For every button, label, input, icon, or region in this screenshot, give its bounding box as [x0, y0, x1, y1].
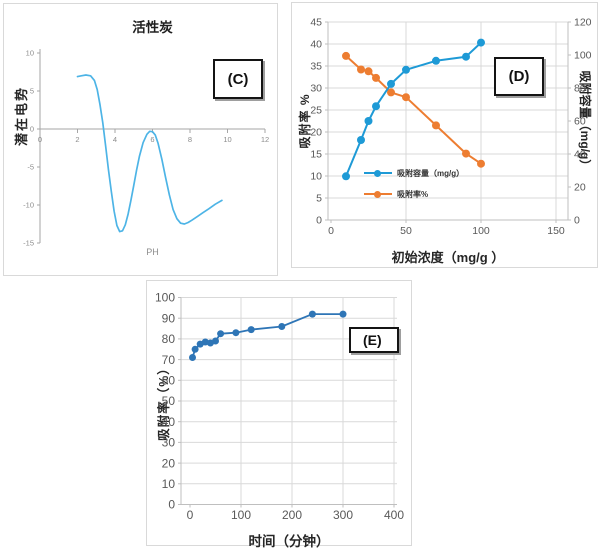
svg-text:100: 100	[155, 291, 175, 305]
svg-text:10: 10	[223, 135, 231, 144]
svg-text:8: 8	[188, 135, 192, 144]
chart-d-plot: 0 50 100 150 0 5 10 15 20 25 30 35 40 45 0 20 40 60 80 100 1…	[310, 17, 592, 237]
svg-text:50: 50	[400, 225, 412, 237]
svg-text:50: 50	[162, 394, 176, 408]
svg-text:-10: -10	[23, 201, 34, 210]
svg-text:6: 6	[150, 135, 154, 144]
svg-text:120: 120	[574, 17, 592, 29]
svg-text:-5: -5	[27, 163, 34, 172]
svg-text:40: 40	[310, 39, 322, 51]
panel-letter-c-text: (C)	[227, 70, 249, 88]
chart-e-x-axis-label: 时间（分钟）	[248, 534, 330, 549]
svg-text:40: 40	[162, 415, 176, 429]
chart-c-plot: 0 2 4 6 8 10 12 10 5 0 -5 -10 -15	[23, 49, 269, 248]
svg-text:10: 10	[26, 49, 34, 58]
chart-c-title: 活性炭	[132, 20, 173, 35]
chart-c-x-axis-label: PH	[146, 247, 159, 257]
svg-text:35: 35	[310, 61, 322, 73]
svg-text:80: 80	[574, 83, 586, 95]
svg-text:20: 20	[574, 182, 586, 194]
chart-e-plot: 0 100 200 300 400 0 10 20 30 40 50 60 70 80 90 100	[155, 291, 404, 522]
svg-text:0: 0	[168, 498, 175, 512]
svg-text:300: 300	[333, 508, 353, 522]
svg-text:60: 60	[162, 374, 176, 388]
svg-text:100: 100	[574, 50, 592, 62]
svg-text:100: 100	[231, 508, 251, 522]
svg-text:400: 400	[384, 508, 404, 522]
legend-rate-label: 吸附率%	[397, 189, 429, 199]
svg-text:40: 40	[574, 149, 586, 161]
panel-letter-c: (C)	[213, 59, 263, 99]
svg-text:12: 12	[261, 135, 269, 144]
svg-text:90: 90	[162, 311, 176, 325]
svg-text:0: 0	[328, 225, 334, 237]
svg-text:10: 10	[310, 171, 322, 183]
legend-rate-swatch	[364, 190, 392, 198]
svg-text:30: 30	[310, 83, 322, 95]
svg-text:0: 0	[30, 125, 34, 134]
svg-text:150: 150	[547, 225, 565, 237]
svg-text:20: 20	[162, 456, 176, 470]
svg-text:80: 80	[162, 332, 176, 346]
svg-text:70: 70	[162, 353, 176, 367]
svg-text:-15: -15	[23, 239, 34, 248]
svg-text:2: 2	[75, 135, 79, 144]
panel-letter-e-text: (E)	[363, 332, 382, 348]
panel-letter-d-text: (D)	[508, 68, 530, 85]
svg-text:0: 0	[574, 215, 580, 227]
svg-text:30: 30	[162, 436, 176, 450]
panel-chart-c: 活性炭 潜在电势 0 2 4 6 8 10 12 10 5 0 -5 -10 -15 PH (C)	[3, 3, 278, 276]
legend-capacity-label: 吸附容量（mg/g）	[397, 168, 465, 178]
svg-text:0: 0	[38, 135, 42, 144]
svg-text:25: 25	[310, 105, 322, 117]
svg-text:0: 0	[316, 215, 322, 227]
panel-letter-e: (E)	[349, 327, 399, 353]
svg-text:60: 60	[574, 116, 586, 128]
panel-chart-d: 吸附率 % 吸附容量（mg/g） 0 50 100 150 0 5 10 15 20 25 30 35…	[291, 2, 598, 268]
panel-chart-e: 吸附率（%） 0 100 200 300 400 0 10 20 30 40 50 60 70 80 90 1…	[146, 280, 412, 549]
legend-item-capacity: 吸附容量（mg/g）	[364, 167, 464, 179]
legend-capacity-swatch	[364, 169, 392, 177]
svg-text:100: 100	[472, 225, 490, 237]
svg-text:0: 0	[187, 508, 194, 522]
svg-text:5: 5	[316, 193, 322, 205]
legend-item-rate: 吸附率%	[364, 188, 428, 200]
svg-text:10: 10	[162, 477, 176, 491]
svg-text:45: 45	[310, 17, 322, 29]
svg-text:5: 5	[30, 87, 34, 96]
svg-text:20: 20	[310, 127, 322, 139]
svg-text:15: 15	[310, 149, 322, 161]
chart-d-x-axis-label: 初始浓度（mg/g ）	[391, 250, 505, 265]
svg-text:4: 4	[113, 135, 117, 144]
svg-text:200: 200	[282, 508, 302, 522]
panel-letter-d: (D)	[494, 57, 544, 96]
